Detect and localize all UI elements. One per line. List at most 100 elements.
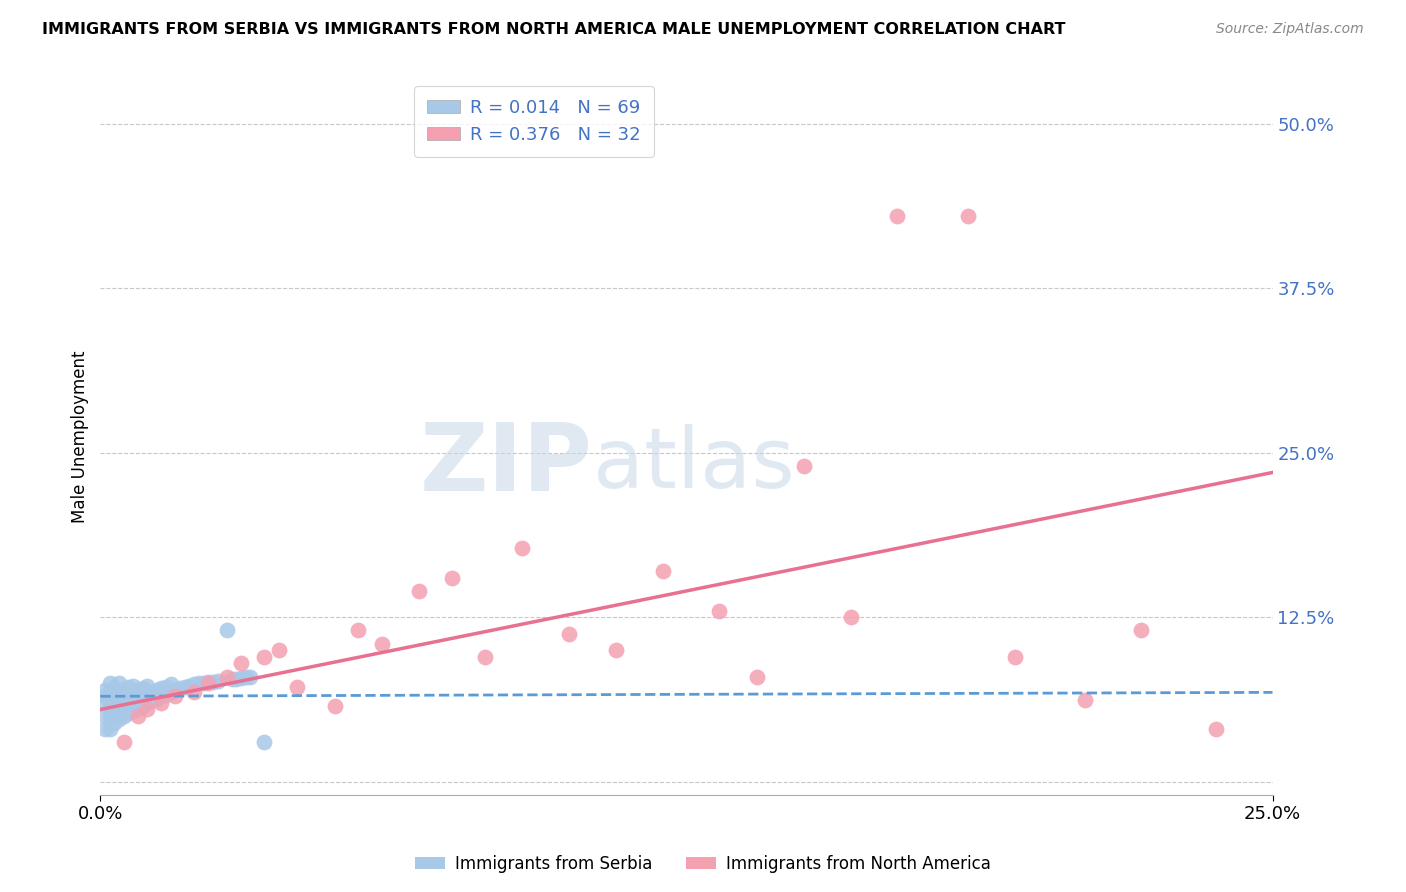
Point — [122, 696, 145, 710]
Point — [285, 680, 308, 694]
Point — [215, 669, 238, 683]
Point — [112, 709, 135, 723]
Point — [150, 690, 173, 704]
Point — [1130, 624, 1153, 638]
Point — [150, 681, 173, 696]
Point — [103, 715, 125, 730]
Point — [103, 706, 125, 721]
Point — [103, 698, 125, 713]
Point — [122, 679, 145, 693]
Point — [94, 723, 117, 737]
Point — [127, 692, 149, 706]
Point — [253, 735, 276, 749]
Point — [127, 682, 149, 697]
Point — [207, 673, 229, 688]
Text: Source: ZipAtlas.com: Source: ZipAtlas.com — [1216, 22, 1364, 37]
Point — [253, 649, 276, 664]
Point — [112, 735, 135, 749]
Point — [229, 657, 252, 671]
Point — [512, 541, 534, 555]
Point — [98, 709, 121, 723]
Point — [1004, 649, 1026, 664]
Point — [94, 696, 117, 710]
Point — [108, 712, 131, 726]
Point — [117, 706, 139, 721]
Point — [605, 643, 627, 657]
Point — [136, 702, 159, 716]
Point — [886, 209, 908, 223]
Point — [94, 690, 117, 704]
Point — [652, 564, 675, 578]
Point — [117, 690, 139, 704]
Legend: Immigrants from Serbia, Immigrants from North America: Immigrants from Serbia, Immigrants from … — [409, 848, 997, 880]
Text: IMMIGRANTS FROM SERBIA VS IMMIGRANTS FROM NORTH AMERICA MALE UNEMPLOYMENT CORREL: IMMIGRANTS FROM SERBIA VS IMMIGRANTS FRO… — [42, 22, 1066, 37]
Point — [235, 669, 257, 683]
Point — [98, 685, 121, 699]
Point — [225, 672, 247, 686]
Point — [558, 627, 581, 641]
Point — [141, 693, 163, 707]
Point — [131, 698, 153, 713]
Point — [165, 690, 187, 704]
Point — [155, 688, 177, 702]
Point — [1074, 693, 1097, 707]
Point — [108, 685, 131, 699]
Point — [131, 681, 153, 696]
Point — [136, 679, 159, 693]
Legend: R = 0.014   N = 69, R = 0.376   N = 32: R = 0.014 N = 69, R = 0.376 N = 32 — [415, 87, 654, 157]
Point — [98, 676, 121, 690]
Point — [122, 687, 145, 701]
Point — [197, 674, 219, 689]
Point — [108, 702, 131, 716]
Point — [103, 680, 125, 694]
Point — [474, 649, 496, 664]
Point — [709, 604, 731, 618]
Point — [173, 680, 195, 694]
Y-axis label: Male Unemployment: Male Unemployment — [72, 350, 89, 523]
Text: ZIP: ZIP — [420, 419, 593, 511]
Point — [94, 709, 117, 723]
Point — [165, 682, 187, 697]
Point — [98, 723, 121, 737]
Point — [193, 676, 215, 690]
Point — [239, 669, 262, 683]
Point — [440, 571, 463, 585]
Point — [183, 677, 205, 691]
Point — [155, 680, 177, 694]
Point — [98, 702, 121, 716]
Point — [197, 676, 219, 690]
Point — [221, 672, 243, 686]
Point — [136, 696, 159, 710]
Point — [215, 624, 238, 638]
Point — [839, 610, 862, 624]
Point — [103, 690, 125, 704]
Point — [136, 688, 159, 702]
Point — [117, 698, 139, 713]
Point — [187, 676, 209, 690]
Point — [159, 677, 181, 691]
Point — [122, 704, 145, 718]
Point — [108, 693, 131, 707]
Point — [117, 680, 139, 694]
Point — [169, 681, 191, 696]
Point — [1205, 723, 1227, 737]
Point — [183, 685, 205, 699]
Point — [229, 671, 252, 685]
Point — [98, 696, 121, 710]
Point — [127, 709, 149, 723]
Point — [145, 692, 167, 706]
Point — [201, 674, 224, 689]
Point — [112, 682, 135, 697]
Point — [370, 637, 392, 651]
Point — [145, 682, 167, 697]
Point — [323, 698, 346, 713]
Point — [112, 692, 135, 706]
Point — [141, 685, 163, 699]
Point — [150, 696, 173, 710]
Point — [347, 624, 370, 638]
Point — [112, 701, 135, 715]
Point — [159, 685, 181, 699]
Point — [267, 643, 290, 657]
Point — [956, 209, 979, 223]
Point — [127, 701, 149, 715]
